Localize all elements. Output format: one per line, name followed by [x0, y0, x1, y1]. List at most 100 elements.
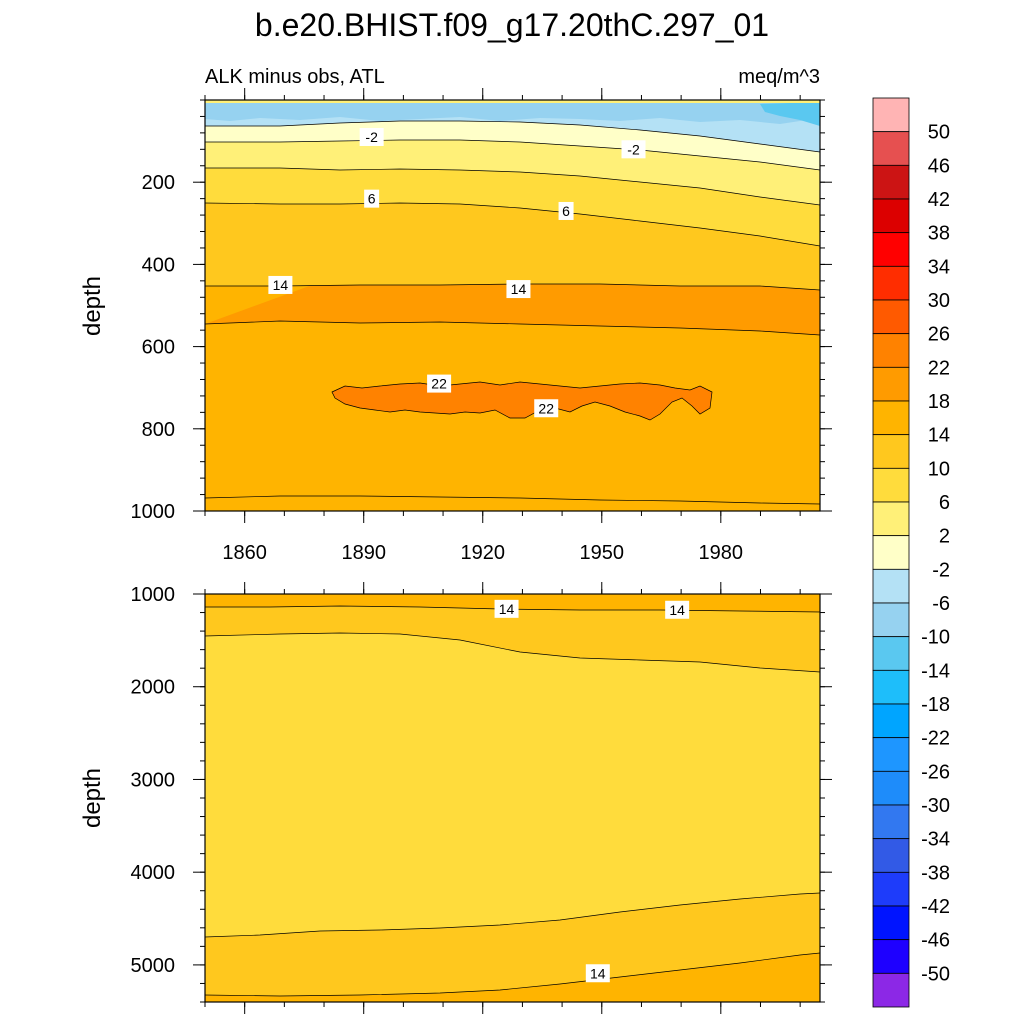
colorbar-label: 26 — [928, 324, 950, 346]
y-tick-label: 4000 — [131, 862, 176, 884]
colorbar-label: -18 — [921, 694, 950, 716]
contour-label-box — [427, 374, 452, 393]
contour-label-text: 14 — [590, 965, 606, 981]
colorbar-swatch — [872, 905, 910, 941]
contour-label: -2 — [359, 127, 384, 146]
contour-label-text: 6 — [368, 191, 376, 207]
contour-label: -2 — [621, 140, 646, 159]
contour-10 — [205, 202, 820, 247]
contour-6 — [205, 167, 820, 206]
contour-2 — [205, 139, 820, 171]
y-tick-label: 2000 — [131, 677, 176, 699]
contour-label-text: 14 — [669, 602, 685, 618]
fill-14-18-lower — [205, 953, 820, 1002]
lower-panel: 1000 2000 3000 4000 5000 14 14 14 depth — [79, 582, 832, 1014]
colorbar-swatch — [872, 97, 910, 133]
contour-22 — [331, 381, 713, 421]
colorbar-label: 6 — [939, 492, 950, 514]
contour-label-box — [494, 599, 519, 618]
contour-label-text: 14 — [511, 281, 527, 297]
fill-minus14-minus10 — [760, 103, 820, 126]
x-tick-label: 1980 — [699, 542, 744, 564]
fill-bottom-14-18 — [205, 496, 820, 511]
colorbar-label: -42 — [921, 896, 950, 918]
colorbar-label: 18 — [928, 391, 950, 413]
upper-frame — [204, 99, 821, 512]
contour-label-text: -2 — [365, 129, 378, 145]
colorbar-label: 2 — [939, 526, 950, 548]
colorbar-label: 34 — [928, 256, 950, 278]
colorbar-label: 42 — [928, 189, 950, 211]
contour-14-lower — [205, 952, 820, 997]
contour-label: 14 — [665, 600, 690, 619]
colorbar-swatch — [872, 804, 910, 840]
upper-ylabel: depth — [79, 276, 106, 336]
contour-label-box — [534, 399, 559, 418]
y-tick-label: 800 — [142, 419, 175, 441]
colorbar: 50 46 42 38 34 30 26 22 18 14 10 6 2 -2 -6 -10 -14 -18 -22… — [872, 97, 950, 1008]
fill-minus10-minus6 — [205, 100, 820, 124]
colorbar-swatch — [872, 299, 910, 335]
colorbar-label: 14 — [928, 425, 950, 447]
fill-22-26 — [332, 382, 712, 420]
upper-contour-fills — [205, 100, 820, 511]
colorbar-label: 22 — [928, 357, 950, 379]
colorbar-label: 38 — [928, 223, 950, 245]
colorbar-swatch — [872, 467, 910, 503]
colorbar-swatch — [872, 400, 910, 436]
colorbar-swatch — [872, 333, 910, 368]
contour-10-upper — [205, 632, 820, 673]
y-tick-label: 5000 — [131, 955, 176, 977]
contour-label-box — [268, 275, 293, 294]
colorbar-swatch — [872, 232, 910, 267]
chart-title: b.e20.BHIST.f09_g17.20thC.297_01 — [255, 7, 769, 43]
lower-y-ticks: 1000 2000 3000 4000 5000 — [131, 584, 832, 1003]
colorbar-label: -30 — [921, 795, 950, 817]
colorbar-swatch — [872, 737, 910, 772]
upper-y-ticks: 200 400 600 800 1000 — [131, 99, 832, 523]
lower-contour-fills — [205, 594, 820, 1002]
variable-label: ALK minus obs, ATL — [205, 66, 385, 88]
contour-18-deep — [205, 495, 820, 505]
colorbar-swatch — [872, 198, 910, 234]
contour-label-box — [621, 140, 646, 159]
contour-label: 22 — [427, 374, 452, 393]
contour-label-text: 6 — [562, 203, 570, 219]
colorbar-swatch — [872, 770, 910, 806]
fill-surface — [205, 100, 820, 103]
colorbar-swatch — [872, 535, 910, 570]
colorbar-label: 10 — [928, 458, 950, 480]
colorbar-swatch — [872, 164, 910, 200]
contour-label: 6 — [364, 189, 380, 208]
x-tick-label: 1950 — [580, 542, 625, 564]
colorbar-swatch — [872, 265, 910, 301]
colorbar-swatch — [872, 838, 910, 873]
y-tick-label: 1000 — [131, 501, 176, 523]
x-tick-label: 1860 — [222, 542, 267, 564]
colorbar-swatch — [872, 669, 910, 705]
colorbar-swatch — [872, 636, 910, 671]
lower-x-ticks — [204, 582, 801, 1014]
contour-label-text: 22 — [538, 400, 554, 416]
colorbar-swatch — [872, 602, 910, 638]
contour-18 — [205, 320, 820, 336]
colorbar-label: 50 — [928, 122, 950, 144]
contour-label-box — [359, 127, 384, 146]
contour-10-lower — [205, 892, 820, 938]
colorbar-label: -50 — [921, 963, 950, 985]
colorbar-swatch — [872, 972, 910, 1008]
contour-label: 6 — [558, 201, 574, 220]
y-tick-label: 200 — [142, 172, 175, 194]
units-label: meq/m^3 — [738, 66, 820, 88]
lower-ylabel: depth — [79, 768, 106, 828]
colorbar-label: -22 — [921, 728, 950, 750]
colorbar-label: -6 — [932, 593, 950, 615]
y-tick-label: 1000 — [131, 584, 176, 606]
colorbar-label: -26 — [921, 761, 950, 783]
colorbar-swatch — [872, 366, 910, 402]
colorbar-swatch — [872, 568, 910, 604]
colorbar-label: -38 — [921, 862, 950, 884]
upper-contour-labels: -2 -2 6 6 14 14 22 22 — [268, 127, 646, 418]
x-tick-label: 1890 — [341, 542, 386, 564]
contour-label-box — [558, 201, 574, 220]
